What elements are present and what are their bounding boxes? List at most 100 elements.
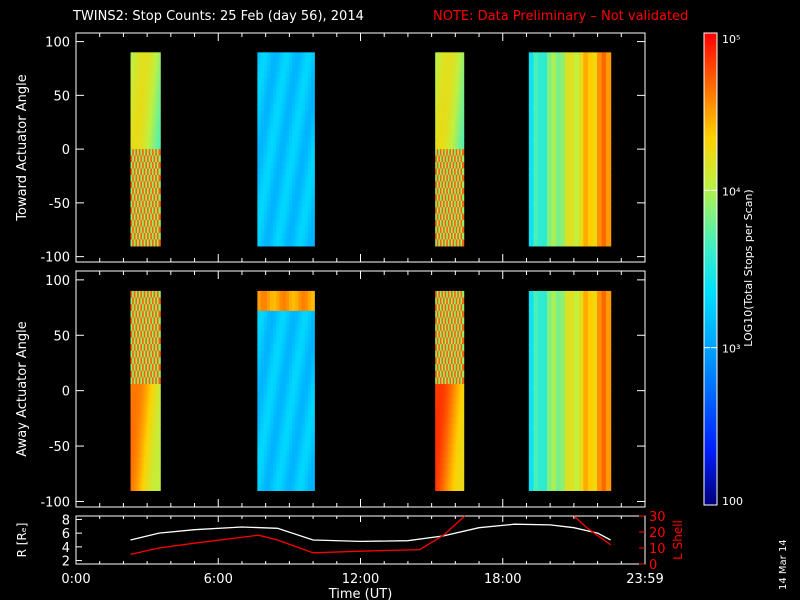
heatmap-cell — [142, 370, 145, 378]
heatmap-cell — [282, 84, 287, 92]
heatmap-cell — [452, 149, 455, 157]
heatmap-cell — [135, 52, 138, 60]
heatmap-cell — [556, 220, 562, 228]
heatmap-cell — [151, 168, 155, 176]
heatmap-cell — [153, 350, 156, 359]
heatmap-cell — [304, 213, 309, 221]
heatmap-cell — [542, 129, 548, 137]
heatmap-cell — [285, 330, 290, 339]
heatmap-cell — [460, 317, 463, 325]
heatmap-cell — [156, 430, 160, 438]
heatmap-cell — [601, 443, 607, 452]
heatmap-cell — [307, 443, 312, 452]
heatmap-cell — [301, 410, 306, 418]
heatmap-cell — [151, 71, 155, 79]
heatmap-cell — [533, 477, 539, 485]
heatmap-cell — [263, 71, 268, 79]
heatmap-cell — [145, 337, 148, 345]
heatmap-cell — [285, 187, 290, 195]
heatmap-cell — [279, 317, 284, 325]
heatmap-cell — [556, 317, 562, 325]
heatmap-cell — [130, 370, 133, 378]
heatmap-cell — [528, 370, 534, 378]
heatmap-cell — [449, 239, 452, 247]
heatmap-cell — [304, 78, 309, 86]
heatmap-cell — [130, 78, 133, 86]
heatmap-cell — [260, 317, 265, 325]
heatmap-cell — [565, 304, 571, 312]
heatmap-cell — [130, 110, 133, 118]
heatmap-cell — [556, 364, 562, 372]
heatmap-cell — [460, 181, 463, 189]
heatmap-cell — [574, 194, 580, 202]
heatmap-cell — [270, 317, 274, 325]
heatmap-cell — [569, 390, 575, 398]
heatmap-cell — [458, 232, 462, 241]
heatmap-cell — [279, 58, 284, 66]
heatmap-cell — [151, 149, 155, 157]
heatmap-cell — [132, 377, 135, 385]
heatmap-cell — [569, 470, 575, 478]
heatmap-cell — [263, 450, 268, 458]
heatmap-cell — [260, 483, 265, 491]
heatmap-cell — [446, 477, 449, 485]
heatmap-cell — [150, 181, 153, 189]
heatmap-cell — [135, 110, 138, 118]
heatmap-cell — [158, 397, 161, 405]
heatmap-cell — [460, 290, 463, 299]
heatmap-cell — [444, 194, 447, 202]
heatmap-cell — [592, 52, 598, 60]
heatmap-cell — [273, 350, 277, 359]
heatmap-cell — [155, 58, 158, 66]
heatmap-cell — [311, 174, 315, 182]
heatmap-cell — [454, 155, 457, 163]
heatmap-cell — [458, 457, 462, 465]
heatmap-cell — [443, 357, 446, 365]
heatmap-cell — [446, 457, 449, 465]
heatmap-cell — [276, 142, 281, 150]
heatmap-cell — [311, 350, 315, 359]
heatmap-cell — [257, 116, 262, 124]
heatmap-cell — [583, 390, 589, 398]
heatmap-cell — [537, 71, 544, 79]
heatmap-cell — [583, 317, 589, 325]
heatmap-cell — [547, 142, 553, 150]
heatmap-cell — [450, 463, 454, 472]
heatmap-cell — [156, 65, 160, 73]
heatmap-cell — [285, 65, 290, 73]
heatmap-cell — [458, 417, 462, 425]
heatmap-cell — [462, 155, 465, 163]
heatmap-cell — [263, 443, 268, 452]
heatmap-cell — [578, 364, 584, 372]
heatmap-cell — [462, 364, 465, 372]
heatmap-cell — [295, 207, 300, 215]
heatmap-cell — [454, 84, 457, 92]
heatmap-cell — [537, 437, 544, 445]
heatmap-cell — [587, 483, 594, 491]
heatmap-cell — [444, 297, 447, 305]
heatmap-cell — [606, 239, 612, 247]
heatmap-cell — [441, 187, 444, 195]
heatmap-cell — [565, 324, 571, 332]
heatmap-cell — [583, 78, 589, 86]
heatmap-cell — [441, 443, 444, 452]
heatmap-cell — [560, 232, 566, 241]
heatmap-cell — [537, 357, 544, 365]
heatmap-cell — [436, 304, 439, 312]
heatmap-cell — [146, 194, 150, 202]
heatmap-cell — [596, 58, 603, 66]
heatmap-cell — [556, 384, 562, 392]
heatmap-cell — [266, 437, 271, 445]
heatmap-cell — [158, 220, 161, 228]
heatmap-cell — [148, 232, 151, 241]
heatmap-cell — [551, 149, 557, 157]
heatmap-cell — [135, 187, 138, 195]
heatmap-cell — [307, 310, 312, 319]
heatmap-cell — [449, 78, 452, 86]
heatmap-cell — [143, 450, 146, 458]
heatmap-cell — [260, 71, 265, 79]
heatmap-cell — [137, 297, 140, 305]
heatmap-cell — [138, 194, 142, 202]
heatmap-cell — [151, 403, 155, 412]
heatmap-cell — [446, 330, 449, 339]
